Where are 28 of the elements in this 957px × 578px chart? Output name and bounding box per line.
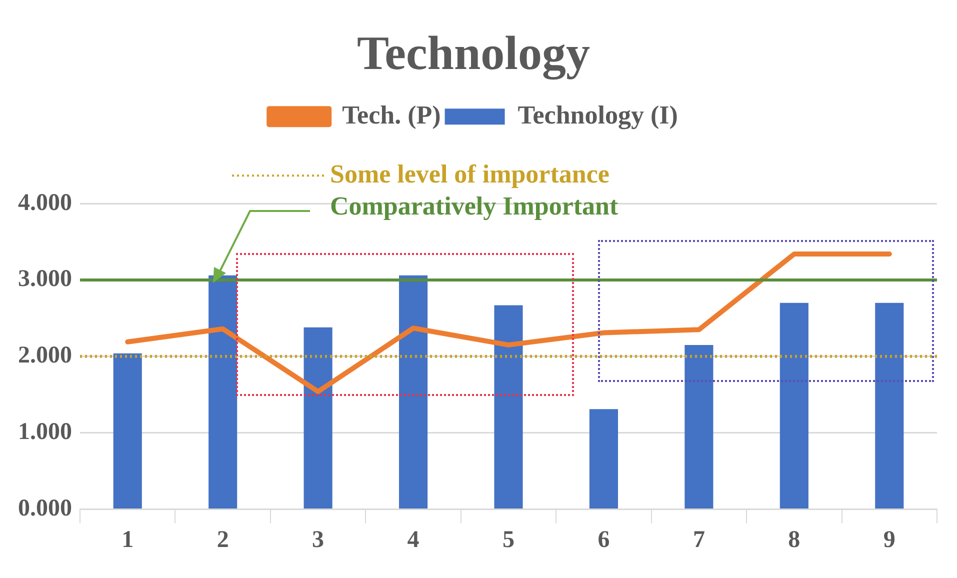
y-tick-label: 3.000 bbox=[18, 266, 72, 292]
x-tick-label: 8 bbox=[788, 526, 800, 553]
x-tick-label: 3 bbox=[312, 526, 324, 553]
x-tick-label: 1 bbox=[122, 526, 134, 553]
chart-title: Technology bbox=[357, 27, 590, 80]
y-tick-label: 2.000 bbox=[18, 342, 72, 369]
bar bbox=[113, 353, 142, 508]
x-tick-label: 9 bbox=[883, 526, 896, 553]
bar bbox=[304, 327, 332, 508]
bar bbox=[494, 305, 523, 508]
legend-label: Technology (I) bbox=[518, 100, 678, 130]
bar bbox=[208, 275, 238, 508]
y-tick-label: 4.000 bbox=[18, 190, 72, 216]
bar bbox=[875, 302, 904, 508]
x-tick-label: 2 bbox=[216, 526, 229, 553]
bar bbox=[589, 409, 618, 508]
ref-line-label: Comparatively Important bbox=[330, 191, 618, 220]
y-tick-label: 0.000 bbox=[18, 495, 72, 522]
legend-label: Some level of importance bbox=[330, 159, 610, 188]
x-tick-label: 6 bbox=[598, 526, 610, 553]
x-tick-label: 7 bbox=[692, 526, 705, 553]
x-tick-label: 5 bbox=[502, 526, 514, 553]
legend-label: Tech. (P) bbox=[342, 100, 441, 130]
bar bbox=[780, 302, 808, 508]
x-tick-label: 4 bbox=[407, 526, 420, 553]
bar bbox=[684, 344, 714, 508]
y-tick-label: 1.000 bbox=[18, 419, 72, 446]
bar bbox=[398, 275, 428, 508]
